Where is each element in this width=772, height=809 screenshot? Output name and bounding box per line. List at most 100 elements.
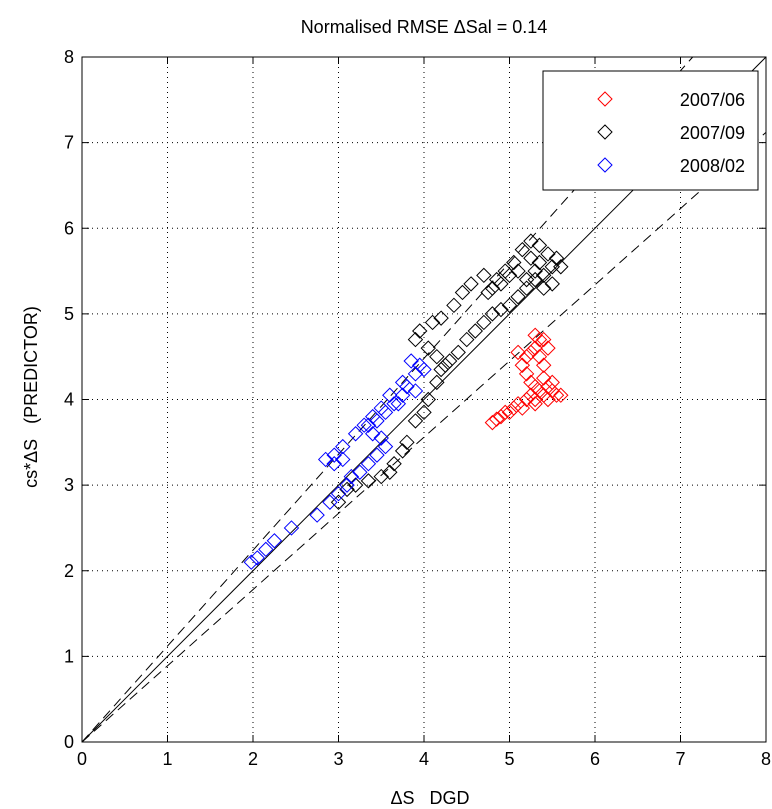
- x-tick-label: 0: [77, 749, 87, 769]
- data-point: [553, 387, 569, 403]
- data-point: [527, 263, 543, 279]
- data-point: [243, 554, 259, 570]
- data-point: [382, 387, 398, 403]
- data-point: [352, 464, 368, 480]
- data-point: [544, 374, 560, 391]
- data-point: [535, 331, 552, 348]
- data-point: [540, 246, 556, 262]
- data-point: [506, 254, 522, 271]
- data-point: [335, 438, 351, 455]
- x-axis-label: ΔS DGD: [390, 788, 469, 808]
- y-tick-label: 3: [64, 475, 74, 495]
- dashed-reference-line: [81, 131, 767, 743]
- data-point: [377, 404, 394, 421]
- y-axis-label: cs*ΔS (PREDICTOR): [21, 306, 41, 488]
- data-point: [548, 387, 565, 403]
- x-tick-label: 3: [333, 749, 343, 769]
- data-point: [335, 451, 351, 468]
- data-point: [429, 348, 445, 365]
- data-point: [535, 357, 552, 373]
- data-point: [531, 348, 548, 365]
- data-point: [540, 391, 556, 408]
- data-point: [527, 271, 543, 288]
- data-point: [493, 276, 509, 292]
- data-point: [484, 306, 501, 322]
- legend-marker: [597, 124, 613, 140]
- data-point: [369, 413, 385, 429]
- data-point: [531, 254, 548, 271]
- data-point: [258, 541, 274, 558]
- data-point: [283, 520, 300, 536]
- data-point: [373, 468, 389, 485]
- data-point: [527, 396, 543, 412]
- data-point: [266, 533, 283, 549]
- data-point: [476, 267, 492, 284]
- data-point: [523, 233, 539, 249]
- x-tick-label: 4: [419, 749, 429, 769]
- data-point: [420, 391, 436, 408]
- data-point: [531, 237, 548, 254]
- data-point: [488, 271, 505, 288]
- data-point: [535, 280, 552, 296]
- data-point: [463, 276, 479, 292]
- chart-title: Normalised RMSE ΔSal = 0.14: [301, 17, 548, 37]
- data-point: [347, 426, 364, 442]
- legend-marker: [597, 157, 613, 173]
- data-point: [488, 411, 505, 427]
- data-point: [394, 374, 411, 391]
- y-tick-label: 8: [64, 47, 74, 67]
- data-point: [399, 378, 415, 395]
- y-tick-label: 6: [64, 218, 74, 238]
- data-point: [548, 250, 565, 266]
- data-point: [518, 271, 535, 288]
- x-tick-label: 7: [675, 749, 685, 769]
- data-point: [527, 327, 543, 343]
- data-point: [360, 456, 377, 472]
- data-point: [309, 507, 325, 523]
- y-tick-label: 7: [64, 133, 74, 153]
- x-tick-label: 8: [761, 749, 771, 769]
- data-point: [523, 344, 539, 361]
- grid: [82, 57, 766, 742]
- data-point: [493, 301, 509, 318]
- data-point: [476, 314, 492, 331]
- x-tick-label: 6: [590, 749, 600, 769]
- legend-label: 2008/02: [680, 156, 745, 176]
- data-point: [330, 485, 347, 502]
- data-point: [322, 494, 338, 510]
- data-point: [523, 374, 539, 391]
- data-point: [518, 348, 535, 365]
- data-point: [480, 284, 496, 301]
- data-point: [407, 413, 424, 429]
- series-2008-02: [243, 353, 432, 570]
- data-point: [501, 297, 518, 314]
- series-2007-09: [330, 233, 569, 510]
- data-point: [249, 550, 265, 566]
- x-tick-label: 2: [248, 749, 258, 769]
- data-point: [523, 250, 539, 266]
- axis-ticks: 0 1 2 3 4 5 6 7 8 0 1 2 3 4 5 6 7 8: [64, 47, 771, 769]
- data-point: [424, 314, 441, 331]
- y-tick-label: 4: [64, 390, 74, 410]
- y-tick-label: 0: [64, 732, 74, 752]
- data-point: [518, 391, 535, 408]
- data-point: [330, 494, 347, 510]
- series-2007-06: [484, 327, 569, 431]
- data-point: [356, 417, 372, 433]
- data-point: [326, 456, 342, 472]
- data-point: [433, 361, 449, 378]
- data-point: [510, 289, 526, 305]
- data-points: [243, 233, 569, 570]
- data-point: [497, 263, 513, 279]
- data-point: [535, 370, 552, 386]
- data-point: [531, 331, 548, 348]
- data-point: [420, 340, 436, 356]
- data-point: [407, 331, 424, 348]
- y-tick-label: 1: [64, 646, 74, 666]
- data-point: [544, 276, 560, 292]
- legend-label: 2007/06: [680, 90, 745, 110]
- data-point: [416, 361, 432, 378]
- data-point: [403, 353, 419, 369]
- data-point: [514, 241, 531, 258]
